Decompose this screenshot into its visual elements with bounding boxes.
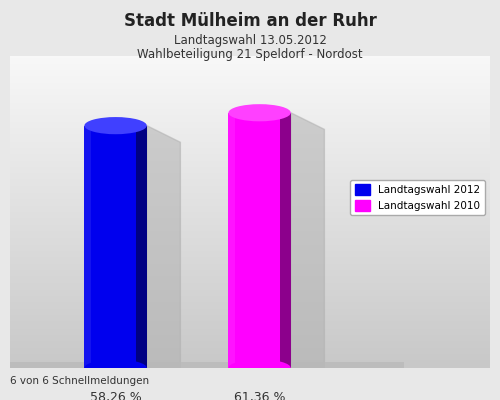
Ellipse shape xyxy=(84,360,147,376)
Ellipse shape xyxy=(228,104,291,121)
Polygon shape xyxy=(84,368,180,385)
Text: 61,36 %: 61,36 % xyxy=(234,391,285,400)
Ellipse shape xyxy=(84,117,147,134)
Text: Landtagswahl 13.05.2012: Landtagswahl 13.05.2012 xyxy=(174,34,326,47)
Text: 6 von 6 Schnellmeldungen: 6 von 6 Schnellmeldungen xyxy=(10,376,149,386)
Polygon shape xyxy=(228,368,324,385)
Text: Stadt Mülheim an der Ruhr: Stadt Mülheim an der Ruhr xyxy=(124,12,376,30)
Ellipse shape xyxy=(228,360,291,376)
Bar xyxy=(280,113,291,368)
Bar xyxy=(228,113,235,368)
Polygon shape xyxy=(291,113,324,385)
Bar xyxy=(84,126,147,368)
Bar xyxy=(136,126,147,368)
Bar xyxy=(10,362,404,376)
Legend: Landtagswahl 2012, Landtagswahl 2010: Landtagswahl 2012, Landtagswahl 2010 xyxy=(350,180,485,215)
Polygon shape xyxy=(147,126,180,385)
Text: Wahlbeteiligung 21 Speldorf - Nordost: Wahlbeteiligung 21 Speldorf - Nordost xyxy=(137,48,363,61)
Text: 58,26 %: 58,26 % xyxy=(90,391,142,400)
Bar xyxy=(228,113,291,368)
Bar xyxy=(84,126,91,368)
